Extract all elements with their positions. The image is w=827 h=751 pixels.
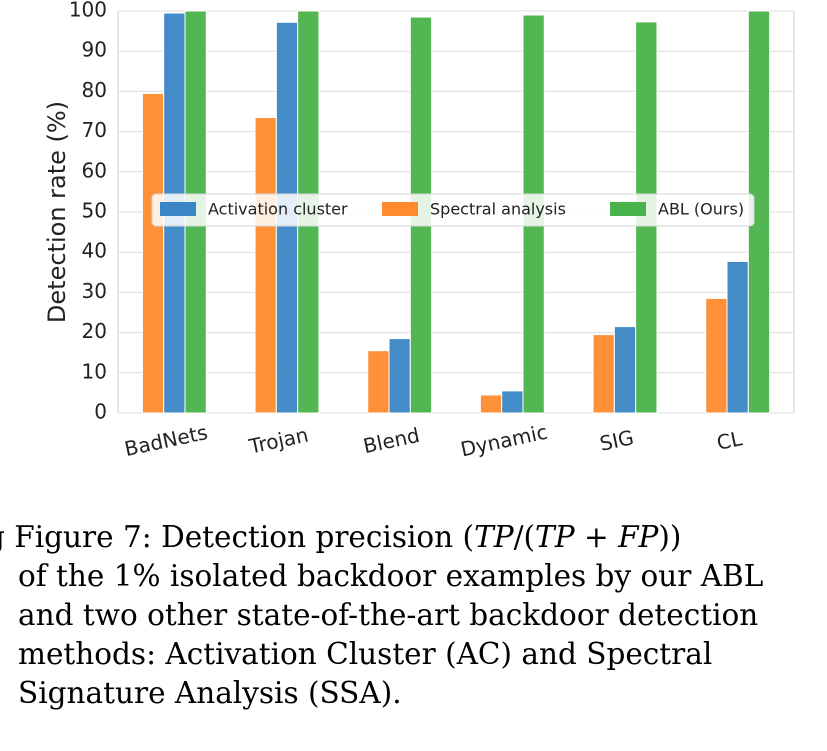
bar (479, 394, 503, 414)
y-tick-label: 50 (82, 199, 107, 223)
legend-box (151, 193, 755, 227)
bar (726, 260, 749, 414)
bar (388, 338, 411, 414)
figure-caption: g Figure 7: Detection precision (TP/(TP … (0, 518, 827, 751)
caption-line-4: methods: Activation Cluster (AC) and Spe… (18, 637, 713, 671)
x-tick-label: Trojan (246, 423, 310, 459)
y-tick-label: 70 (82, 118, 107, 142)
caption-line-1: g Figure 7: Detection precision (TP/(TP … (0, 518, 681, 556)
legend: Activation cluster Spectral analysis ABL (… (151, 193, 755, 227)
legend-entry: ABL (Ours) (658, 200, 744, 219)
legend-entry: Activation cluster (208, 200, 348, 219)
x-tick-label: Blend (361, 423, 422, 458)
legend-swatch (160, 202, 196, 216)
bar (613, 326, 637, 414)
legend-swatch (610, 202, 646, 216)
y-tick-labels: 0 10 20 30 40 50 60 70 80 90 100 (69, 0, 107, 424)
caption-line-5: Signature Analysis (SSA). (18, 676, 402, 710)
y-tick-label: 20 (82, 319, 107, 343)
y-tick-label: 100 (69, 0, 107, 22)
y-tick-label: 0 (94, 400, 107, 424)
y-tick-label: 30 (82, 279, 107, 303)
y-tick-label: 80 (82, 78, 107, 102)
y-tick-label: 60 (82, 158, 107, 182)
caption-line-1-text: g Figure 7: Detection precision (TP/(TP … (0, 520, 682, 554)
caption-line-2-text: of the 1% isolated backdoor examples by … (18, 559, 764, 593)
legend-swatch (382, 202, 418, 216)
bar (501, 390, 524, 414)
y-axis-label: Detection rate (%) (43, 101, 71, 323)
x-tick-label: SIG (598, 425, 636, 456)
y-tick-label: 10 (82, 359, 107, 383)
x-tick-label: CL (715, 426, 745, 455)
y-tick-label: 40 (82, 239, 107, 263)
bar (705, 297, 728, 414)
bar (254, 117, 277, 414)
y-tick-label: 90 (82, 38, 107, 62)
caption-line-3: and two other state-of-the-art backdoor … (18, 598, 759, 632)
bar (367, 350, 390, 414)
legend-entry: Spectral analysis (430, 200, 566, 219)
x-tick-label: Dynamic (458, 420, 549, 462)
bar-chart: 0 10 20 30 40 50 60 70 80 90 100 BadNets Trojan Blen… (43, 0, 795, 462)
x-tick-label: BadNets (122, 420, 209, 461)
bar (592, 334, 615, 414)
x-tick-labels: BadNets Trojan Blend Dynamic SIG CL (122, 420, 745, 462)
bar (141, 92, 165, 414)
caption-line-2: of the 1% isolated backdoor examples by … (18, 557, 763, 595)
